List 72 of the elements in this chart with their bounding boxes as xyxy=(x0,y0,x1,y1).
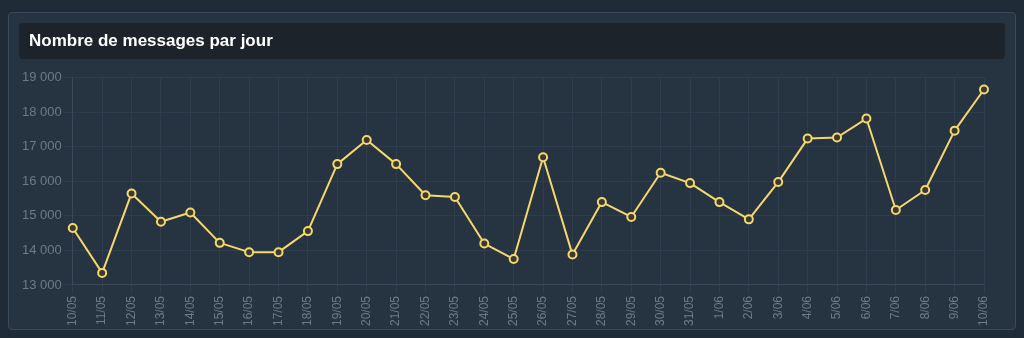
x-tick-label: 3/06 xyxy=(770,295,785,320)
point xyxy=(802,133,813,144)
point xyxy=(420,190,431,201)
y-tick-label: 15 000 xyxy=(22,207,62,223)
x-tick-label: 12/05 xyxy=(123,295,138,326)
x-tick-label: 22/05 xyxy=(417,295,432,326)
point xyxy=(920,185,931,196)
x-tick-label: 21/05 xyxy=(388,295,403,326)
point xyxy=(596,197,607,208)
x-tick-label: 9/06 xyxy=(946,295,961,320)
point xyxy=(567,249,578,260)
point xyxy=(185,207,196,218)
x-tick-label: 6/06 xyxy=(858,295,873,320)
x-tick-label: 10/05 xyxy=(65,295,80,326)
point xyxy=(155,216,166,227)
point xyxy=(67,223,78,233)
point xyxy=(890,205,901,216)
y-tick-label: 16 000 xyxy=(22,172,62,188)
point xyxy=(979,84,989,95)
x-tick-label: 14/05 xyxy=(182,295,197,326)
point xyxy=(832,132,843,143)
point xyxy=(97,267,108,278)
x-tick-label: 1/06 xyxy=(711,295,726,320)
point xyxy=(214,237,225,248)
x-tick-label: 17/05 xyxy=(270,295,285,326)
x-tick-label: 10/06 xyxy=(976,295,991,326)
x-tick-label: 28/05 xyxy=(594,295,609,326)
point xyxy=(273,247,284,258)
point xyxy=(449,191,460,202)
x-tick-label: 15/05 xyxy=(212,295,227,326)
x-tick-label: 26/05 xyxy=(535,295,550,326)
point xyxy=(743,214,754,225)
x-tick-label: 18/05 xyxy=(300,295,315,326)
point xyxy=(685,178,696,189)
x-tick-label: 25/05 xyxy=(506,295,520,326)
x-tick-label: 13/05 xyxy=(153,295,168,326)
x-tick-label: 4/06 xyxy=(799,295,814,320)
y-tick-label: 14 000 xyxy=(22,242,62,258)
x-tick-label: 27/05 xyxy=(564,295,579,326)
point xyxy=(391,159,402,170)
x-tick-label: 2/06 xyxy=(741,295,756,320)
point xyxy=(655,167,666,178)
x-tick-label: 11/05 xyxy=(94,295,109,326)
x-tick-label: 31/05 xyxy=(682,295,697,326)
point xyxy=(244,247,255,258)
x-tick-label: 20/05 xyxy=(359,295,374,326)
x-tick-label: 24/05 xyxy=(476,295,491,326)
point xyxy=(332,159,343,170)
x-tick-label: 19/05 xyxy=(329,295,344,326)
x-tick-label: 30/05 xyxy=(652,295,667,326)
point xyxy=(126,188,137,199)
point xyxy=(949,125,960,136)
point xyxy=(361,134,372,145)
chart-title: Nombre de messages par jour xyxy=(19,23,1005,59)
point xyxy=(714,197,725,208)
y-tick-label: 19 000 xyxy=(22,69,62,85)
point xyxy=(861,113,872,124)
x-tick-label: 16/05 xyxy=(241,295,256,326)
x-tick-label: 8/06 xyxy=(917,295,932,320)
y-tick-label: 17 000 xyxy=(22,138,62,154)
y-tick-label: 18 000 xyxy=(22,103,62,119)
x-tick-label: 5/06 xyxy=(829,295,844,320)
point xyxy=(479,238,490,249)
x-tick-label: 29/05 xyxy=(623,295,638,326)
point xyxy=(626,211,637,222)
x-tick-label: 23/05 xyxy=(447,295,462,326)
point xyxy=(508,254,519,265)
x-tick-label: 7/06 xyxy=(888,295,903,320)
point xyxy=(538,152,549,163)
point xyxy=(773,177,784,188)
point xyxy=(302,226,313,237)
y-tick-label: 13 000 xyxy=(22,276,62,292)
